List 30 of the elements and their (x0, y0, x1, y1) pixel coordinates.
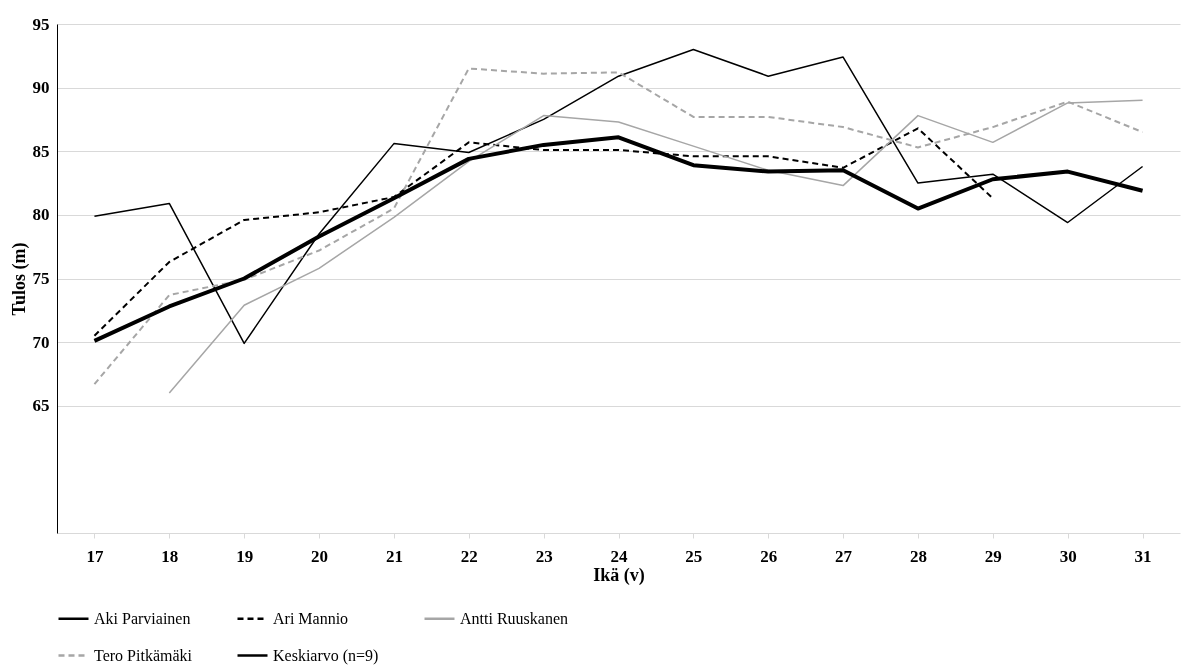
x-tick-label: 20 (311, 546, 329, 566)
x-tick-label: 22 (460, 546, 478, 566)
y-tick-label: 95 (32, 14, 50, 34)
y-tick-label: 75 (32, 269, 50, 288)
x-tick-label: 21 (385, 546, 403, 566)
x-tick-label: 30 (1059, 546, 1077, 566)
x-tick-label: 24 (610, 546, 628, 566)
y-tick-label: 70 (32, 332, 50, 352)
y-tick-label: 85 (32, 141, 50, 161)
x-tick-label: 28 (909, 546, 927, 566)
x-tick-label: 17 (86, 546, 104, 566)
x-tick-label: 25 (685, 546, 703, 566)
x-tick-label: 19 (236, 546, 254, 566)
legend-label: Antti Ruuskanen (460, 609, 568, 627)
line-series (93, 48, 1144, 345)
y-tick-label: 65 (32, 396, 50, 416)
y-axis-title: Tulos (m) (8, 242, 30, 316)
x-tick-label: 27 (835, 546, 853, 566)
y-tick-label: 90 (32, 78, 50, 98)
y-tick-label: 80 (32, 205, 50, 225)
x-tick-label: 26 (760, 546, 778, 566)
legend-label: Ari Mannio (273, 609, 349, 627)
x-tick-label: 31 (1134, 546, 1152, 566)
legend-label: Tero Pitkämäki (94, 646, 193, 664)
legend-label: Keskiarvo (n=9) (273, 646, 379, 665)
legend-label: Aki Parviainen (94, 609, 191, 627)
x-tick-label: 18 (161, 546, 179, 566)
x-axis-title: Ikä (v) (593, 564, 645, 586)
x-tick-label: 29 (984, 546, 1002, 566)
x-tick-label: 23 (535, 546, 553, 566)
